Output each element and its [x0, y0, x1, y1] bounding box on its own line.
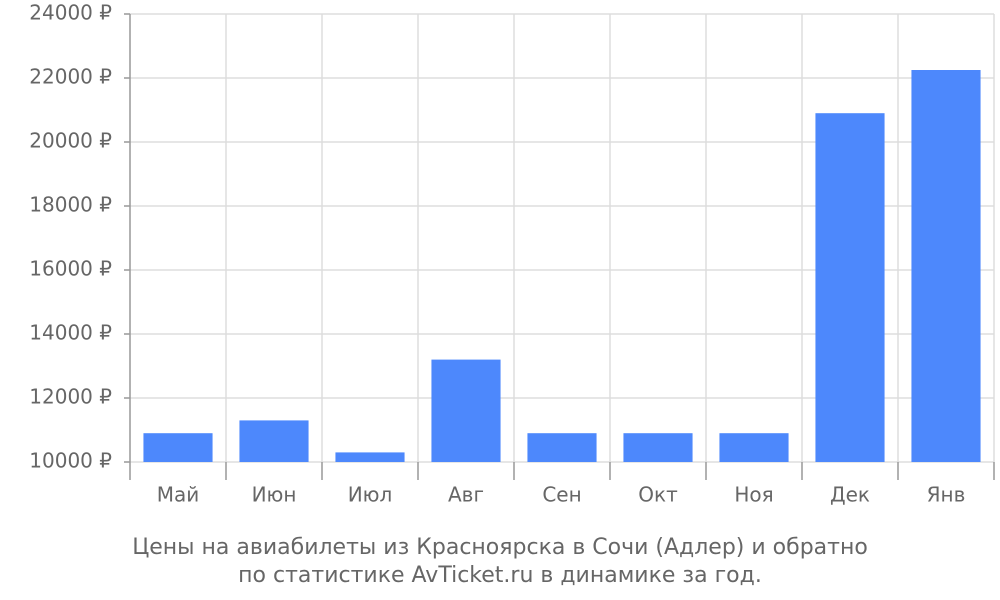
y-tick-label: 22000 ₽: [29, 65, 112, 89]
y-tick-label: 24000 ₽: [29, 1, 112, 25]
bar: [719, 433, 789, 462]
bar: [623, 433, 693, 462]
x-tick-label: Окт: [638, 483, 678, 507]
chart-subtitle: по статистике AvTicket.ru в динамике за …: [238, 563, 762, 588]
bar: [911, 70, 981, 462]
y-tick-label: 10000 ₽: [29, 449, 112, 473]
x-tick-label: Сен: [542, 483, 581, 507]
bar: [239, 420, 309, 462]
x-tick-label: Ноя: [734, 483, 773, 507]
y-tick-label: 16000 ₽: [29, 257, 112, 281]
x-tick-label: Дек: [830, 483, 870, 507]
x-tick-label: Июл: [348, 483, 393, 507]
bar: [527, 433, 597, 462]
chart-title: Цены на авиабилеты из Красноярска в Сочи…: [132, 535, 868, 560]
x-tick-label: Авг: [448, 483, 484, 507]
x-tick-label: Июн: [252, 483, 297, 507]
bar: [815, 113, 885, 462]
bar: [431, 359, 501, 462]
bar: [143, 433, 213, 462]
y-tick-label: 20000 ₽: [29, 129, 112, 153]
y-tick-label: 12000 ₽: [29, 385, 112, 409]
bar: [335, 452, 405, 462]
y-tick-label: 18000 ₽: [29, 193, 112, 217]
x-tick-label: Май: [157, 483, 200, 507]
y-tick-label: 14000 ₽: [29, 321, 112, 345]
x-tick-label: Янв: [927, 483, 966, 507]
